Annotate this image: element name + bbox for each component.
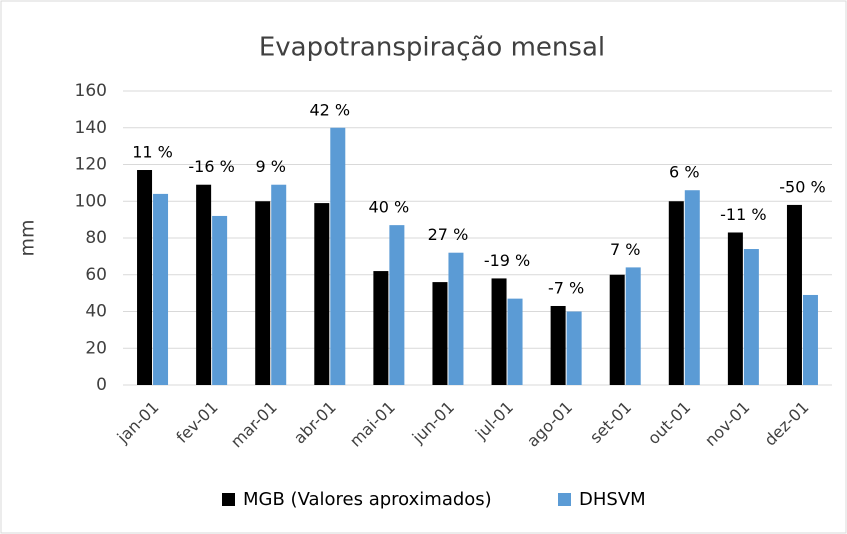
legend-swatch — [558, 493, 571, 506]
bar — [727, 232, 743, 385]
bar — [786, 204, 802, 385]
annotation: 27 % — [428, 225, 469, 244]
bar — [389, 225, 405, 385]
legend-label: MGB (Valores aproximados) — [243, 489, 492, 510]
legend-label: DHSVM — [579, 489, 646, 510]
annotation: 11 % — [132, 143, 173, 162]
bar — [448, 252, 464, 385]
bar — [668, 201, 684, 385]
annotation: -50 % — [779, 177, 825, 196]
bar — [212, 215, 228, 385]
annotation: -7 % — [548, 278, 584, 297]
bar — [196, 184, 212, 385]
y-tick-label: 140 — [75, 118, 107, 138]
annotation: 40 % — [369, 198, 410, 217]
y-axis-label: mm — [17, 219, 39, 256]
annotation: -16 % — [188, 157, 234, 176]
chart-title: Evapotranspiração mensal — [259, 33, 605, 63]
bar — [373, 271, 389, 385]
y-tick-label: 100 — [75, 191, 107, 211]
y-tick-label: 0 — [96, 375, 107, 395]
annotation: 7 % — [610, 240, 640, 259]
bar — [491, 278, 507, 385]
bar — [550, 305, 566, 385]
bar — [743, 249, 759, 385]
annotation: -11 % — [720, 205, 766, 224]
bar — [507, 298, 523, 385]
y-tick-label: 20 — [85, 338, 107, 358]
bar — [153, 193, 169, 385]
legend-swatch — [222, 493, 235, 506]
annotation: 6 % — [669, 163, 699, 182]
bar — [432, 282, 448, 385]
y-tick-label: 80 — [85, 228, 107, 248]
bar — [684, 190, 700, 385]
bar — [255, 201, 271, 385]
annotation: 42 % — [309, 100, 350, 119]
bar — [271, 184, 287, 385]
bar — [625, 267, 641, 385]
bar — [314, 203, 330, 385]
y-tick-label: 60 — [85, 265, 107, 285]
bar — [802, 294, 818, 385]
y-tick-label: 120 — [75, 155, 107, 175]
annotation: -19 % — [484, 251, 530, 270]
bar — [137, 170, 153, 385]
bar — [609, 274, 625, 385]
y-tick-label: 160 — [75, 81, 107, 101]
annotation: 9 % — [255, 157, 285, 176]
y-tick-label: 40 — [85, 302, 107, 322]
bar — [566, 311, 582, 385]
bar — [330, 127, 346, 385]
